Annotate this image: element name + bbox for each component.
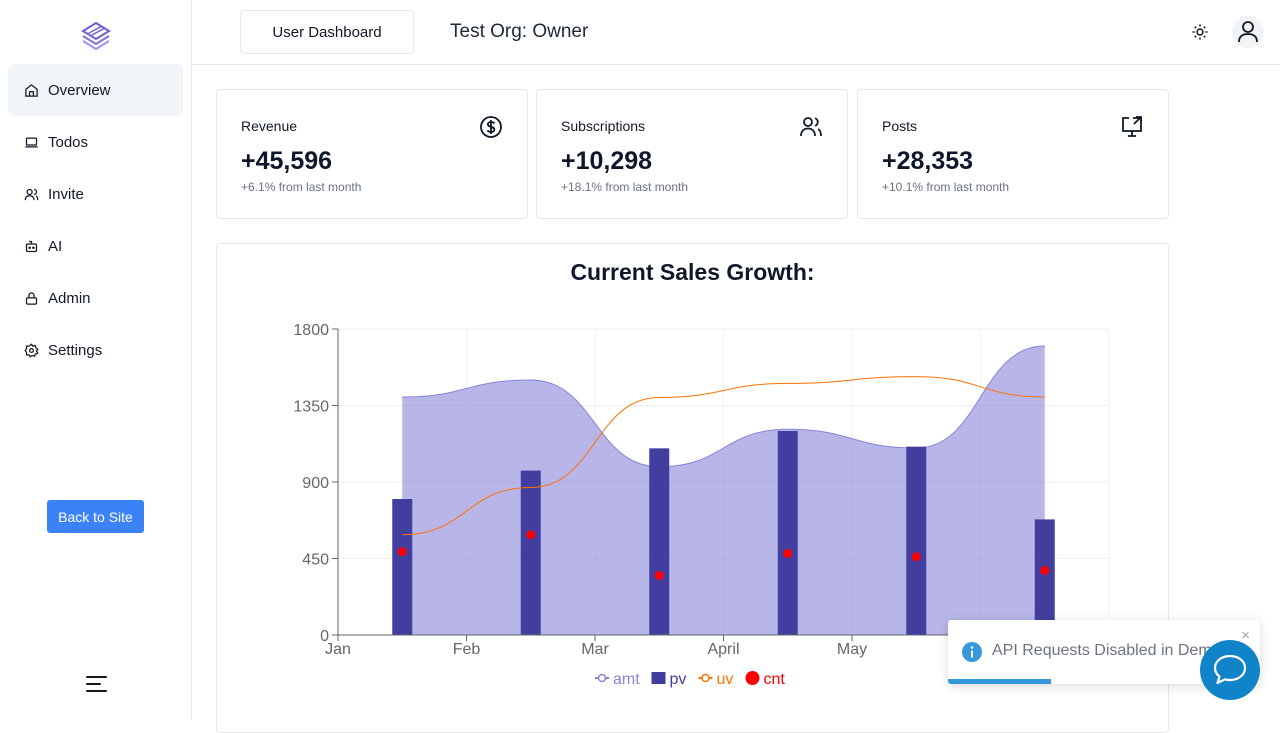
card-subtext: +10.1% from last month [882, 180, 1010, 194]
card-title: Posts [882, 118, 918, 134]
series-pv-bar [777, 431, 798, 635]
series-uv-line [402, 376, 1045, 536]
legend-uv-label: uv [717, 671, 734, 688]
org-title: Test Org: Owner [450, 21, 589, 42]
series-cnt-point [1040, 565, 1050, 575]
chat-button[interactable] [1200, 640, 1260, 700]
user-avatar-button[interactable] [1232, 16, 1264, 48]
screen-share-icon [1122, 116, 1142, 137]
y-tick-label: 0 [320, 628, 329, 645]
card-subtext: +18.1% from last month [561, 180, 689, 194]
x-tick-label: Jan [325, 641, 351, 658]
users-icon [800, 117, 822, 137]
series-pv-bar [520, 470, 541, 635]
legend-pv-icon [651, 672, 666, 684]
series-cnt-point [911, 552, 921, 562]
series-pv-bar [649, 448, 670, 635]
lock-icon [25, 291, 38, 305]
sidebar-item-ai[interactable]: AI [8, 220, 183, 272]
toast-progress-bar [948, 679, 1051, 684]
series-amt-line [402, 345, 1045, 468]
toast-close-button[interactable]: × [1241, 627, 1250, 644]
sales-chart: 045090013501800JanFebMarAprilMayJuneamtp… [293, 322, 1110, 688]
posts-card: Posts +28,353 +10.1% from last month [857, 89, 1169, 219]
home-icon [25, 83, 38, 97]
sidebar-item-label: Settings [48, 341, 103, 359]
card-value: +28,353 [882, 147, 974, 175]
dollar-circle-icon [480, 116, 502, 138]
y-tick-label: 450 [302, 552, 329, 569]
menu-icon[interactable] [86, 675, 107, 693]
sidebar-item-todos[interactable]: Todos [8, 116, 183, 168]
card-subtext: +6.1% from last month [241, 180, 362, 194]
series-amt-area [402, 346, 1045, 635]
x-tick-label: Mar [581, 641, 609, 658]
chart-title: Current Sales Growth: [570, 259, 815, 285]
users-icon [24, 188, 39, 200]
legend-uv-marker [701, 673, 710, 683]
sidebar-item-label: Admin [48, 289, 91, 307]
y-tick-label: 900 [302, 475, 329, 492]
series-cnt-point [526, 530, 536, 540]
card-title: Subscriptions [561, 118, 646, 134]
legend-cnt-icon [745, 671, 760, 685]
card-value: +10,298 [561, 147, 653, 175]
revenue-card: Revenue +45,596 +6.1% from last month [216, 89, 528, 219]
sidebar-item-label: Todos [48, 133, 89, 151]
series-cnt-point [783, 548, 793, 558]
toast-message: API Requests Disabled in Demo [992, 642, 1221, 659]
sidebar-item-label: Invite [48, 185, 84, 203]
sidebar-item-invite[interactable]: Invite [8, 168, 183, 220]
user-icon [1238, 21, 1258, 43]
series-pv-bar [1034, 519, 1055, 635]
y-tick-label: 1350 [293, 399, 329, 416]
x-tick-label: April [707, 641, 739, 658]
x-tick-label: Feb [453, 641, 481, 658]
series-pv-bar [392, 499, 413, 635]
gear-icon [24, 342, 39, 358]
sidebar: Overview Todos Invite AI Admin Settings … [0, 0, 192, 720]
series-pv-bar [906, 446, 927, 635]
logo-icon[interactable] [80, 22, 112, 50]
card-title: Revenue [241, 118, 298, 134]
legend-amt-label: amt [613, 671, 640, 688]
sidebar-item-label: AI [48, 237, 63, 255]
top-bar: User Dashboard Test Org: Owner [192, 0, 1280, 65]
legend-amt-marker [597, 673, 607, 683]
subscriptions-card: Subscriptions +10,298 +18.1% from last m… [536, 89, 848, 219]
series-cnt-point [397, 547, 407, 557]
sidebar-item-overview[interactable]: Overview [8, 64, 183, 116]
sidebar-item-admin[interactable]: Admin [8, 272, 183, 324]
card-value: +45,596 [241, 147, 333, 175]
sidebar-item-label: Overview [48, 81, 111, 99]
user-dashboard-button[interactable]: User Dashboard [240, 10, 414, 54]
chat-bubble-icon [1213, 654, 1247, 685]
sidebar-item-settings[interactable]: Settings [8, 324, 183, 376]
series-cnt-point [654, 571, 664, 580]
bot-icon [25, 240, 38, 252]
laptop-icon [25, 137, 38, 147]
back-to-site-button[interactable]: Back to Site [47, 500, 144, 533]
legend-cnt-label: cnt [764, 671, 786, 688]
x-tick-label: May [837, 641, 867, 658]
info-icon [962, 642, 982, 662]
sun-icon[interactable] [1192, 24, 1208, 40]
y-tick-label: 1800 [293, 322, 329, 339]
legend-pv-label: pv [670, 671, 687, 688]
